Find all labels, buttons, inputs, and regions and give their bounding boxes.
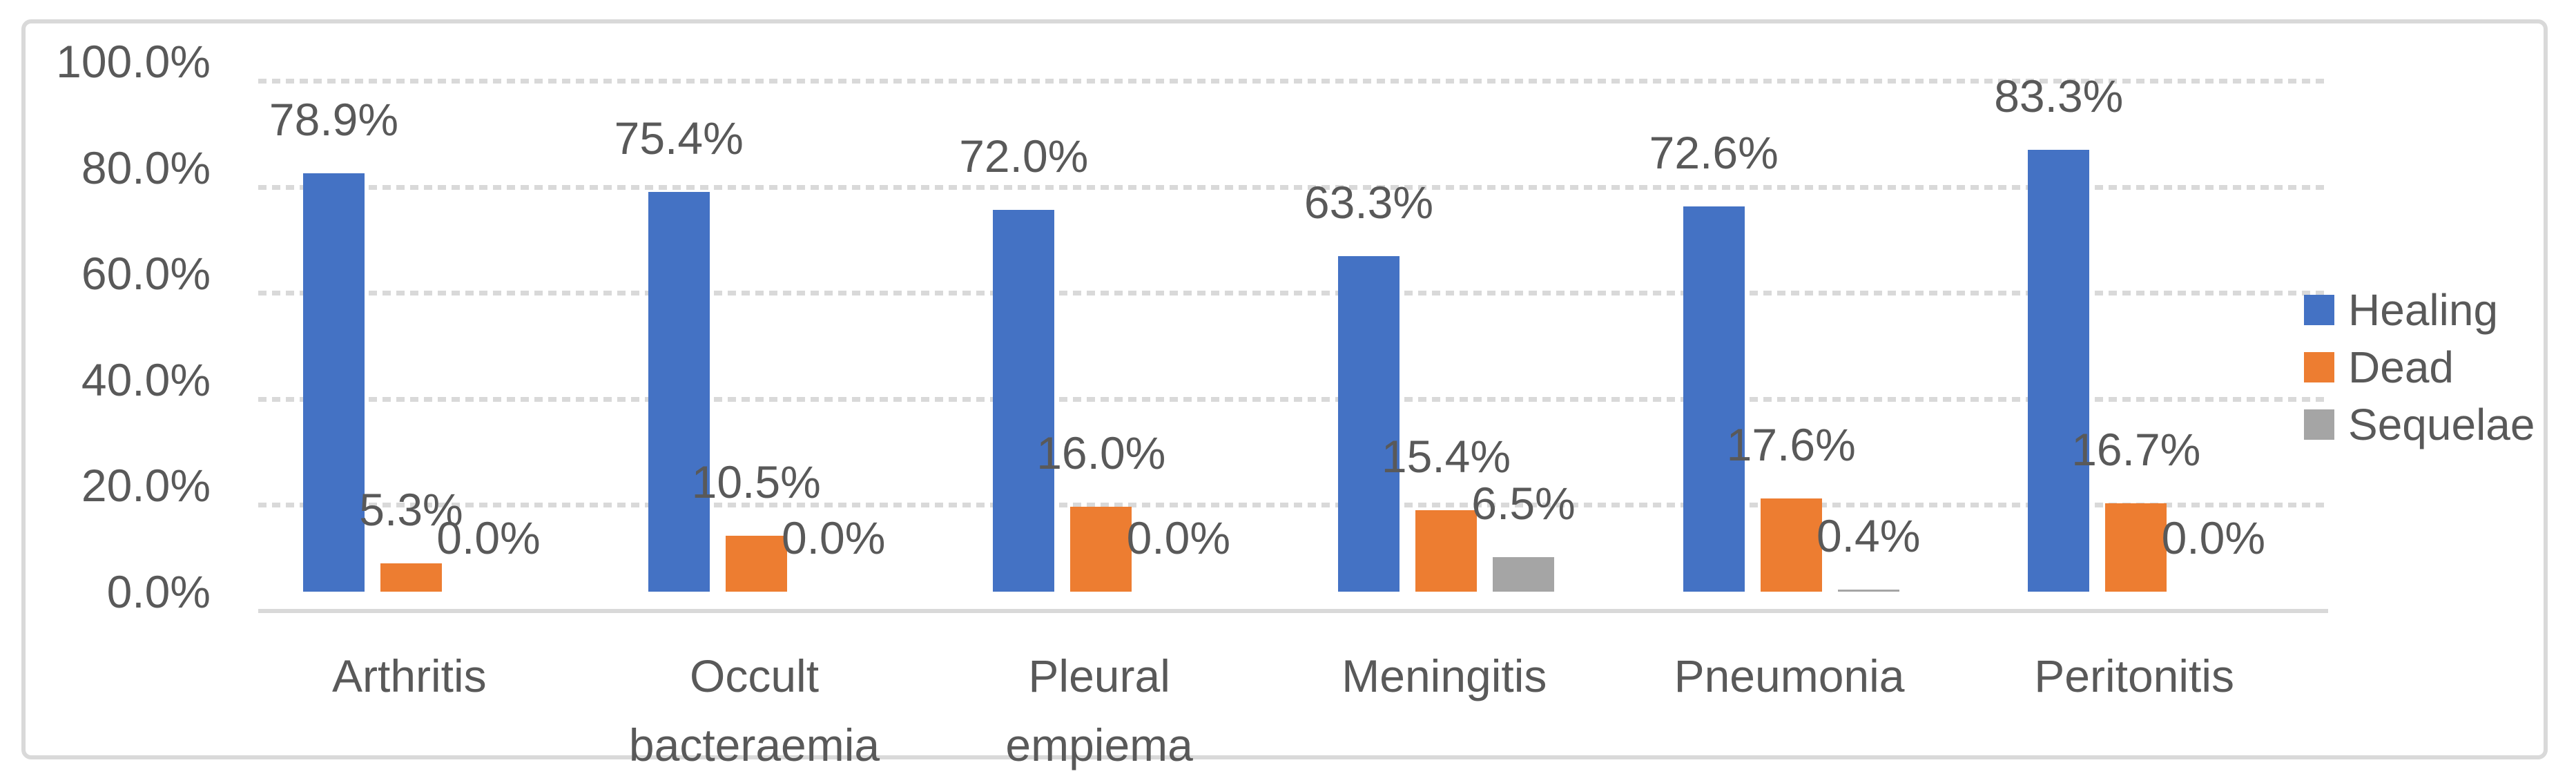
- legend: Healing Dead Sequelae: [2304, 281, 2535, 453]
- x-category-label-arthritis: Arthritis: [332, 650, 487, 701]
- bar-sequelae-pneumonia: [1837, 589, 1899, 592]
- x-category-label-pleural-empiema: Pleural empiema: [1005, 650, 1193, 770]
- data-label-sequelae-pneumonia: 0.4%: [1816, 510, 1921, 561]
- bar-healing-meningitis: [1338, 255, 1400, 592]
- data-label-sequelae-pleural-empiema: 0.0%: [1126, 512, 1231, 563]
- legend-label-healing: Healing: [2348, 284, 2499, 335]
- y-tick-label-100pct: 100.0%: [56, 36, 211, 87]
- y-tick-label-60pct: 60.0%: [81, 248, 211, 300]
- data-label-sequelae-arthritis: 0.0%: [436, 512, 541, 563]
- data-label-dead-pneumonia: 17.6%: [1726, 418, 1856, 470]
- data-label-dead-pleural-empiema: 16.0%: [1036, 427, 1166, 479]
- data-label-healing-peritonitis: 83.3%: [1994, 70, 2124, 122]
- data-label-dead-occult-bacteraemia: 10.5%: [691, 456, 821, 508]
- bar-dead-peritonitis: [2105, 503, 2167, 592]
- legend-item-healing: Healing: [2304, 281, 2535, 338]
- data-label-dead-peritonitis: 16.7%: [2071, 423, 2201, 475]
- gridline-60pct: [258, 291, 2328, 296]
- legend-item-sequelae: Sequelae: [2304, 396, 2535, 453]
- data-label-dead-arthritis: 5.3%: [359, 484, 463, 536]
- gridline-20pct: [258, 503, 2328, 508]
- chart-frame: 0.0% 20.0% 40.0% 60.0% 80.0% 100.0% Arthritis…: [21, 19, 2548, 770]
- bar-dead-arthritis: [380, 563, 442, 592]
- bar-dead-occult-bacteraemia: [725, 536, 787, 592]
- bar-healing-pneumonia: [1683, 206, 1745, 592]
- data-label-healing-pleural-empiema: 72.0%: [959, 130, 1089, 182]
- data-label-sequelae-meningitis: 6.5%: [1471, 478, 1576, 530]
- x-category-label-peritonitis: Peritonitis: [2034, 650, 2235, 701]
- bar-dead-meningitis: [1415, 510, 1477, 592]
- legend-item-dead: Dead: [2304, 338, 2535, 396]
- x-category-label-occult-bacteraemia: Occult bacteraemia: [628, 650, 880, 770]
- legend-swatch-dead-icon: [2304, 351, 2334, 382]
- x-category-label-meningitis: Meningitis: [1342, 650, 1547, 701]
- plot-area: [258, 79, 2328, 613]
- data-label-healing-pneumonia: 72.6%: [1649, 127, 1779, 179]
- y-tick-label-80pct: 80.0%: [81, 142, 211, 193]
- data-label-sequelae-occult-bacteraemia: 0.0%: [781, 512, 886, 563]
- x-category-label-pneumonia: Pneumonia: [1674, 650, 1905, 701]
- bar-healing-pleural-empiema: [993, 210, 1055, 592]
- bar-dead-pleural-empiema: [1070, 507, 1132, 592]
- x-axis-line: [258, 609, 2328, 613]
- y-tick-label-0pct: 0.0%: [106, 566, 211, 617]
- data-label-healing-occult-bacteraemia: 75.4%: [614, 112, 744, 164]
- data-label-dead-meningitis: 15.4%: [1381, 430, 1511, 482]
- data-label-healing-arthritis: 78.9%: [269, 94, 399, 145]
- legend-swatch-healing-icon: [2304, 294, 2334, 325]
- gridline-40pct: [258, 396, 2328, 402]
- gridline-80pct: [258, 184, 2328, 190]
- bar-healing-peritonitis: [2028, 150, 2090, 592]
- bar-dead-pneumonia: [1760, 498, 1822, 592]
- gridline-100pct: [258, 79, 2328, 84]
- bar-healing-arthritis: [303, 173, 365, 592]
- legend-swatch-sequelae-icon: [2304, 409, 2334, 440]
- legend-label-dead: Dead: [2348, 342, 2454, 392]
- y-tick-label-40pct: 40.0%: [81, 353, 211, 405]
- bar-healing-occult-bacteraemia: [648, 191, 710, 592]
- bar-sequelae-meningitis: [1493, 557, 1554, 592]
- y-tick-label-20pct: 20.0%: [81, 460, 211, 512]
- legend-label-sequelae: Sequelae: [2348, 399, 2535, 449]
- data-label-healing-meningitis: 63.3%: [1304, 176, 1434, 228]
- data-label-sequelae-peritonitis: 0.0%: [2161, 512, 2266, 563]
